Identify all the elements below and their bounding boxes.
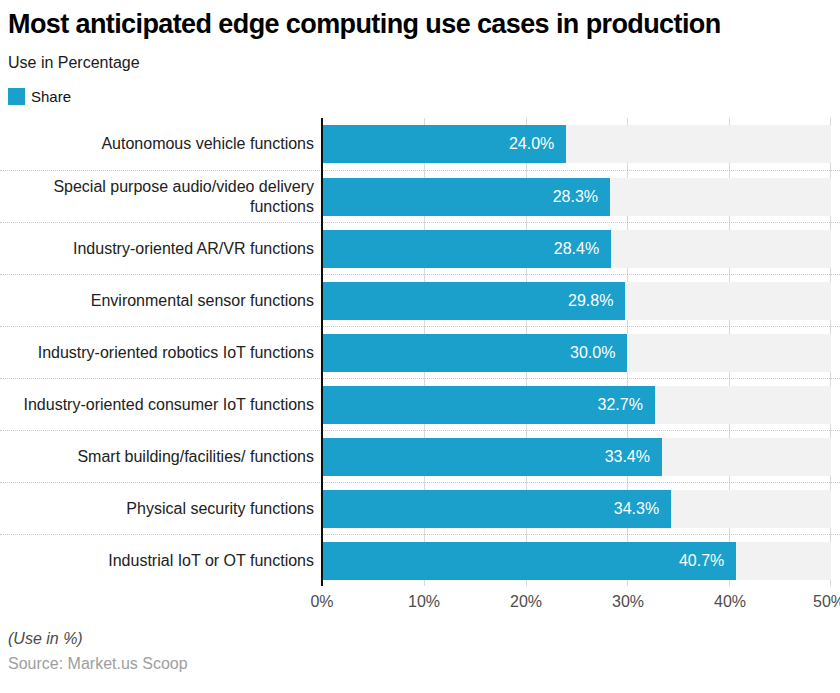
category-label: Environmental sensor functions <box>0 275 322 326</box>
bar-value-label: 33.4% <box>605 448 662 466</box>
table-row: Physical security functions 34.3% <box>0 482 840 534</box>
plot-cell: 24.0% <box>322 118 831 170</box>
chart-header: Most anticipated edge computing use case… <box>0 0 840 105</box>
table-row: Environmental sensor functions 29.8% <box>0 274 840 326</box>
bar: 33.4% <box>322 438 662 476</box>
table-row: Autonomous vehicle functions 24.0% <box>0 118 840 170</box>
category-label: Industry-oriented consumer IoT functions <box>0 379 322 430</box>
category-label: Autonomous vehicle functions <box>0 118 322 170</box>
bar: 30.0% <box>322 334 627 372</box>
bar-track: 33.4% <box>322 438 831 476</box>
category-label: Smart building/facilities/ functions <box>0 431 322 482</box>
category-label: Industrial IoT or OT functions <box>0 535 322 586</box>
bar-value-label: 24.0% <box>509 135 566 153</box>
page-title: Most anticipated edge computing use case… <box>8 8 832 40</box>
chart-rows: Autonomous vehicle functions 24.0% Speci… <box>0 118 840 586</box>
plot-cell: 40.7% <box>322 535 831 586</box>
bar: 24.0% <box>322 125 566 163</box>
bar: 32.7% <box>322 386 655 424</box>
legend-swatch-icon <box>8 88 25 105</box>
bar: 28.3% <box>322 178 610 216</box>
plot-cell: 28.4% <box>322 223 831 274</box>
table-row: Smart building/facilities/ functions 33.… <box>0 430 840 482</box>
table-row: Special purpose audio/video delivery fun… <box>0 170 840 222</box>
bar-chart: Autonomous vehicle functions 24.0% Speci… <box>0 118 840 586</box>
chart-subtitle: Use in Percentage <box>8 54 832 72</box>
legend-label: Share <box>31 88 71 105</box>
bar-value-label: 28.4% <box>554 240 611 258</box>
bar-track: 34.3% <box>322 490 831 528</box>
bar-track: 30.0% <box>322 334 831 372</box>
bar-value-label: 40.7% <box>679 552 736 570</box>
plot-cell: 34.3% <box>322 483 831 534</box>
bar-track: 32.7% <box>322 386 831 424</box>
plot-cell: 33.4% <box>322 431 831 482</box>
table-row: Industry-oriented AR/VR functions 28.4% <box>0 222 840 274</box>
table-row: Industry-oriented consumer IoT functions… <box>0 378 840 430</box>
bar: 29.8% <box>322 282 625 320</box>
category-label: Industry-oriented AR/VR functions <box>0 223 322 274</box>
table-row: Industrial IoT or OT functions 40.7% <box>0 534 840 586</box>
chart-footer: (Use in %) Source: Market.us Scoop <box>0 616 840 673</box>
bar-track: 28.4% <box>322 230 831 268</box>
x-axis-tick: 50% <box>813 593 840 611</box>
bar: 34.3% <box>322 490 671 528</box>
plot-cell: 29.8% <box>322 275 831 326</box>
bar-value-label: 34.3% <box>614 500 671 518</box>
bar-track: 28.3% <box>322 178 831 216</box>
bar-track: 24.0% <box>322 125 831 163</box>
bar-value-label: 28.3% <box>553 188 610 206</box>
bar-value-label: 32.7% <box>598 396 655 414</box>
category-label: Physical security functions <box>0 483 322 534</box>
bar-value-label: 29.8% <box>568 292 625 310</box>
bar: 40.7% <box>322 542 736 580</box>
plot-cell: 32.7% <box>322 379 831 430</box>
bar: 28.4% <box>322 230 611 268</box>
plot-cell: 30.0% <box>322 327 831 378</box>
bar-value-label: 30.0% <box>570 344 627 362</box>
footnote: (Use in %) <box>8 630 832 648</box>
plot-cell: 28.3% <box>322 171 831 222</box>
table-row: Industry-oriented robotics IoT functions… <box>0 326 840 378</box>
x-axis-tick: 30% <box>612 593 644 611</box>
x-axis-tick: 0% <box>310 593 333 611</box>
category-label: Special purpose audio/video delivery fun… <box>0 171 322 222</box>
x-axis-tick: 20% <box>510 593 542 611</box>
bar-track: 40.7% <box>322 542 831 580</box>
bar-track: 29.8% <box>322 282 831 320</box>
x-axis-tick: 10% <box>408 593 440 611</box>
x-axis: 0% 10% 20% 30% 40% 50% <box>0 586 840 616</box>
legend: Share <box>8 87 832 105</box>
category-label: Industry-oriented robotics IoT functions <box>0 327 322 378</box>
x-axis-tick: 40% <box>714 593 746 611</box>
source-credit: Source: Market.us Scoop <box>8 655 832 673</box>
